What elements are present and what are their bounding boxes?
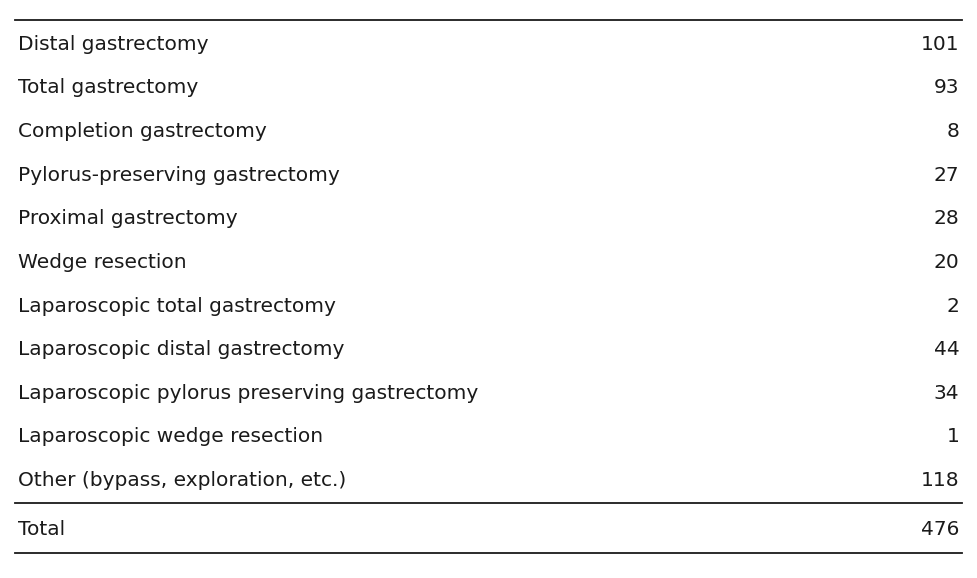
Text: 118: 118	[920, 471, 959, 490]
Text: 27: 27	[934, 166, 959, 184]
Text: Pylorus-preserving gastrectomy: Pylorus-preserving gastrectomy	[18, 166, 339, 184]
Text: 34: 34	[934, 384, 959, 403]
Text: 28: 28	[934, 209, 959, 228]
Text: Laparoscopic distal gastrectomy: Laparoscopic distal gastrectomy	[18, 340, 344, 359]
Text: Laparoscopic total gastrectomy: Laparoscopic total gastrectomy	[18, 297, 335, 316]
Text: 44: 44	[934, 340, 959, 359]
Text: Proximal gastrectomy: Proximal gastrectomy	[18, 209, 237, 228]
Text: 101: 101	[920, 35, 959, 54]
Text: Distal gastrectomy: Distal gastrectomy	[18, 35, 208, 54]
Text: Wedge resection: Wedge resection	[18, 253, 187, 272]
Text: 8: 8	[947, 122, 959, 141]
Text: 1: 1	[947, 428, 959, 446]
Text: Laparoscopic pylorus preserving gastrectomy: Laparoscopic pylorus preserving gastrect…	[18, 384, 478, 403]
Text: 20: 20	[934, 253, 959, 272]
Text: Other (bypass, exploration, etc.): Other (bypass, exploration, etc.)	[18, 471, 346, 490]
Text: Total gastrectomy: Total gastrectomy	[18, 79, 197, 97]
Text: 2: 2	[947, 297, 959, 316]
Text: Total: Total	[18, 520, 64, 539]
Text: Completion gastrectomy: Completion gastrectomy	[18, 122, 267, 141]
Text: 93: 93	[934, 79, 959, 97]
Text: 476: 476	[921, 520, 959, 539]
Text: Laparoscopic wedge resection: Laparoscopic wedge resection	[18, 428, 322, 446]
